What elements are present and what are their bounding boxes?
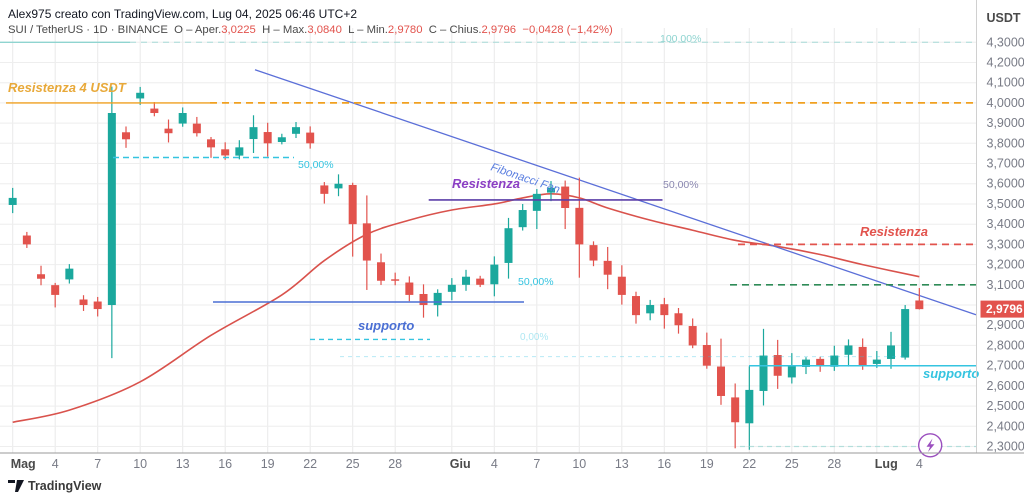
svg-text:100,00%: 100,00% [660,33,701,45]
svg-text:16: 16 [657,457,671,471]
svg-text:supporto: supporto [923,366,979,381]
svg-text:4: 4 [916,457,923,471]
svg-text:7: 7 [533,457,540,471]
svg-text:Resistenza 4 USDT: Resistenza 4 USDT [8,80,127,95]
svg-text:28: 28 [388,457,402,471]
svg-text:2,9000: 2,9000 [987,318,1024,332]
svg-text:2,7000: 2,7000 [987,359,1024,373]
svg-text:3,4000: 3,4000 [987,217,1024,231]
svg-text:3,3000: 3,3000 [987,237,1024,251]
svg-text:3,2000: 3,2000 [987,258,1024,272]
svg-text:22: 22 [742,457,756,471]
svg-text:4,1000: 4,1000 [987,76,1024,90]
svg-text:Lug: Lug [875,457,898,471]
svg-text:19: 19 [700,457,714,471]
svg-text:10: 10 [572,457,586,471]
svg-text:13: 13 [176,457,190,471]
svg-text:3,7000: 3,7000 [987,157,1024,171]
svg-text:2,5000: 2,5000 [987,399,1024,413]
svg-text:7: 7 [94,457,101,471]
svg-text:4,2000: 4,2000 [987,56,1024,70]
svg-text:3,9000: 3,9000 [987,116,1024,130]
svg-text:supporto: supporto [358,318,414,333]
svg-text:4,3000: 4,3000 [987,35,1024,49]
svg-text:19: 19 [261,457,275,471]
svg-text:4,0000: 4,0000 [987,96,1024,110]
svg-text:50,00%: 50,00% [298,159,334,171]
svg-text:3,5000: 3,5000 [987,197,1024,211]
svg-text:USDT: USDT [987,11,1021,25]
svg-text:50,00%: 50,00% [663,179,699,191]
svg-text:3,6000: 3,6000 [987,177,1024,191]
svg-text:4: 4 [491,457,498,471]
svg-text:25: 25 [785,457,799,471]
svg-text:16: 16 [218,457,232,471]
svg-text:22: 22 [303,457,317,471]
svg-text:Resistenza: Resistenza [860,224,928,239]
svg-text:2,9796: 2,9796 [986,302,1023,316]
svg-text:Mag: Mag [11,457,36,471]
svg-text:13: 13 [615,457,629,471]
svg-text:2,3000: 2,3000 [987,440,1024,454]
svg-text:50,00%: 50,00% [518,276,554,288]
svg-text:25: 25 [346,457,360,471]
svg-text:28: 28 [827,457,841,471]
svg-text:2,6000: 2,6000 [987,379,1024,393]
svg-text:2,8000: 2,8000 [987,338,1024,352]
svg-text:4: 4 [52,457,59,471]
svg-text:3,1000: 3,1000 [987,278,1024,292]
svg-text:2,4000: 2,4000 [987,419,1024,433]
svg-text:10: 10 [133,457,147,471]
svg-text:3,8000: 3,8000 [987,136,1024,150]
svg-text:0,00%: 0,00% [520,332,548,343]
svg-text:Giu: Giu [450,457,471,471]
